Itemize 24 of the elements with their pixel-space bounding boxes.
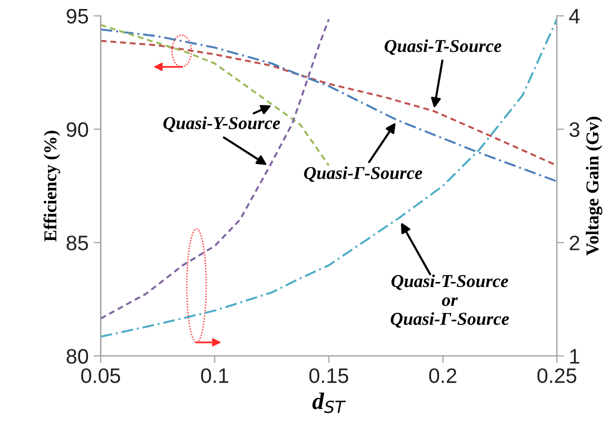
annotation: Quasi-T-Source or Quasi-Γ-Source	[390, 274, 509, 328]
annotation: Quasi-Γ-Source	[304, 166, 422, 182]
y2-tick-label: 4	[569, 9, 580, 24]
y2-axis-title: Voltage Gain (Gv)	[586, 116, 602, 256]
x-tick-label: 0.2	[429, 368, 456, 384]
line-series	[100, 18, 557, 338]
line-series	[100, 40, 557, 166]
y-tick-label: 80	[66, 348, 88, 364]
annotation: Quasi-Y-Source	[163, 116, 280, 132]
x-axis-title: d$_{ST}$	[312, 392, 346, 414]
x-tick-label: 0.05	[81, 368, 120, 384]
y-tick-label: 95	[66, 8, 88, 24]
x-tick-label: 0.15	[309, 368, 348, 384]
x-tick-label: 0.1	[201, 368, 228, 384]
y2-tick-label: 3	[570, 122, 580, 137]
y-axis-title: Efficiency (%)	[44, 130, 60, 242]
y2-tick-label: 1	[570, 349, 580, 364]
x-tick-label: 0.25	[537, 368, 576, 384]
line-series	[100, 28, 557, 182]
line-series	[100, 24, 330, 166]
y2-tick-label: 2	[570, 236, 580, 250]
y-tick-label: 85	[66, 236, 88, 250]
y-tick-label: 90	[66, 122, 88, 137]
annotation: Quasi-T-Source	[384, 39, 502, 55]
